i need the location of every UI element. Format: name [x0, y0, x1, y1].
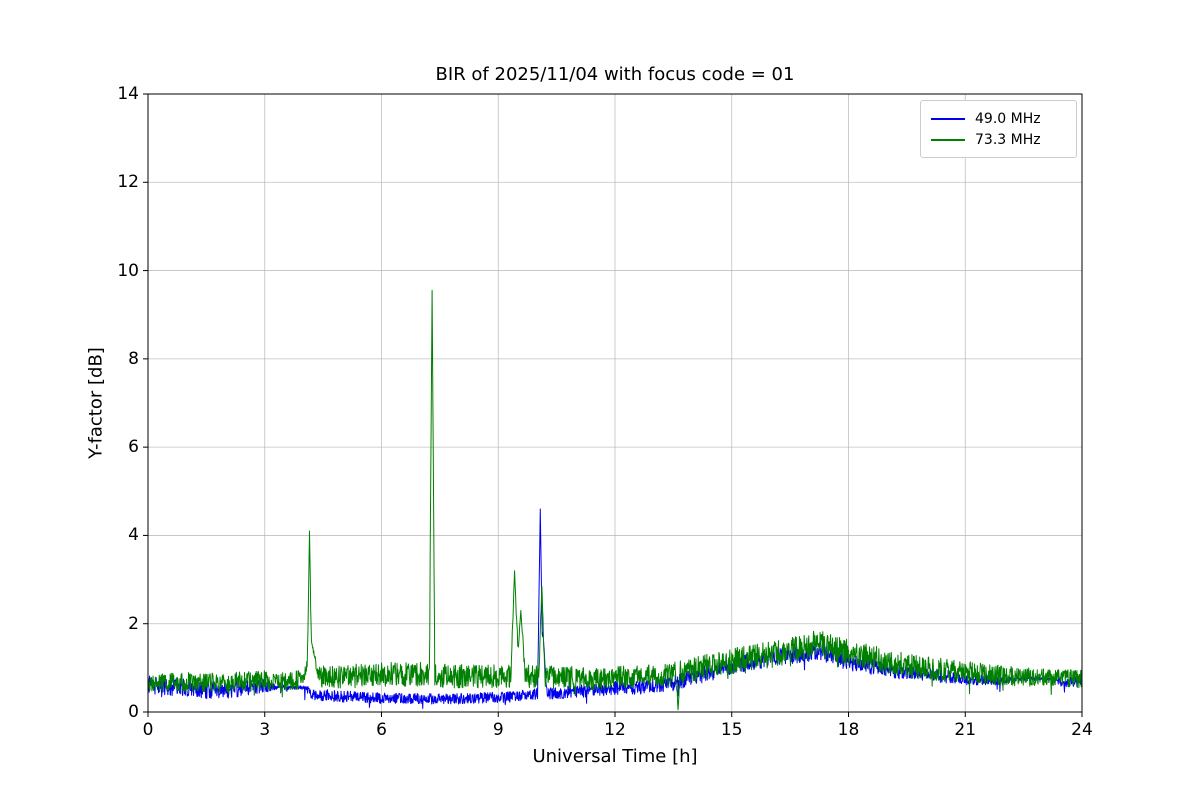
x-tick-label: 18 — [837, 720, 860, 740]
x-tick-label: 0 — [142, 720, 154, 740]
legend-entry: 73.3 MHz — [921, 129, 1076, 150]
x-tick-label: 3 — [259, 720, 271, 740]
legend-line-swatch — [931, 117, 965, 120]
legend-line-swatch — [931, 138, 965, 141]
x-tick-label: 21 — [954, 720, 977, 740]
y-tick-label: 6 — [128, 437, 139, 458]
chart-title: BIR of 2025/11/04 with focus code = 01 — [435, 64, 795, 85]
legend-entry: 49.0 MHz — [921, 108, 1076, 129]
y-tick-label: 2 — [128, 613, 139, 634]
x-tick-label: 24 — [1071, 720, 1093, 740]
x-tick-label: 12 — [604, 720, 626, 740]
legend-label: 49.0 MHz — [975, 110, 1041, 127]
y-tick-label: 8 — [128, 348, 139, 369]
y-tick-label: 14 — [117, 84, 139, 104]
legend: 49.0 MHz 73.3 MHz — [920, 100, 1077, 158]
x-tick-label: 6 — [376, 720, 387, 740]
legend-label: 73.3 MHz — [975, 131, 1041, 148]
x-tick-label: 9 — [492, 720, 504, 740]
y-tick-label: 12 — [117, 172, 139, 193]
x-tick-label: 15 — [720, 720, 743, 740]
x-axis-label: Universal Time [h] — [532, 746, 698, 767]
y-tick-label: 0 — [128, 702, 139, 722]
y-tick-label: 4 — [128, 525, 139, 546]
y-tick-label: 10 — [117, 260, 139, 281]
